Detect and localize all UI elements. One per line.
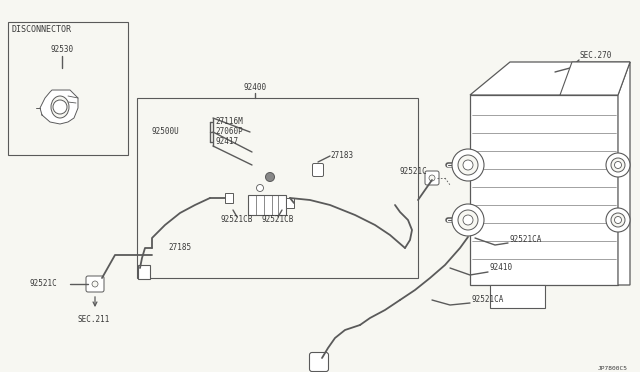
Text: 92400: 92400 <box>243 83 267 93</box>
Polygon shape <box>490 285 545 308</box>
Circle shape <box>614 161 621 169</box>
Bar <box>137 98 418 278</box>
Bar <box>225 193 233 203</box>
Circle shape <box>257 185 264 192</box>
Text: 27060P: 27060P <box>215 128 243 137</box>
Ellipse shape <box>51 96 69 118</box>
Circle shape <box>463 215 473 225</box>
Text: 92530: 92530 <box>51 45 74 55</box>
Text: 92521CA: 92521CA <box>472 295 504 305</box>
Circle shape <box>92 281 98 287</box>
Text: 92500U: 92500U <box>152 128 180 137</box>
Circle shape <box>606 153 630 177</box>
FancyBboxPatch shape <box>86 276 104 292</box>
Polygon shape <box>470 62 630 95</box>
Polygon shape <box>470 95 618 285</box>
Text: JP7800C5: JP7800C5 <box>598 366 628 371</box>
Text: 92521C: 92521C <box>400 167 428 176</box>
FancyBboxPatch shape <box>312 164 323 176</box>
FancyBboxPatch shape <box>425 171 439 185</box>
Polygon shape <box>618 62 630 285</box>
Polygon shape <box>40 90 78 124</box>
Text: SEC.211: SEC.211 <box>78 315 110 324</box>
FancyBboxPatch shape <box>310 353 328 372</box>
Circle shape <box>266 173 275 182</box>
Circle shape <box>53 100 67 114</box>
Text: 27185: 27185 <box>168 244 191 253</box>
Text: 92417: 92417 <box>215 138 238 147</box>
Circle shape <box>458 210 478 230</box>
Circle shape <box>463 160 473 170</box>
Circle shape <box>429 175 435 181</box>
Circle shape <box>606 208 630 232</box>
Circle shape <box>611 213 625 227</box>
Circle shape <box>452 204 484 236</box>
Circle shape <box>614 217 621 224</box>
Text: 92521CB: 92521CB <box>262 215 294 224</box>
Text: 92521C: 92521C <box>30 279 58 289</box>
Text: 92521CA: 92521CA <box>510 235 542 244</box>
Bar <box>248 195 286 215</box>
Bar <box>286 198 294 208</box>
Text: DISCONNECTOR: DISCONNECTOR <box>12 26 72 35</box>
Text: 27116M: 27116M <box>215 118 243 126</box>
Polygon shape <box>560 62 630 95</box>
Circle shape <box>611 158 625 172</box>
Text: SEC.270: SEC.270 <box>580 51 612 60</box>
Text: 27183: 27183 <box>330 151 353 160</box>
Text: 92410: 92410 <box>490 263 513 273</box>
Circle shape <box>452 149 484 181</box>
Bar <box>138 265 150 279</box>
Text: 92521CB: 92521CB <box>221 215 253 224</box>
Bar <box>8 22 128 155</box>
Circle shape <box>458 155 478 175</box>
